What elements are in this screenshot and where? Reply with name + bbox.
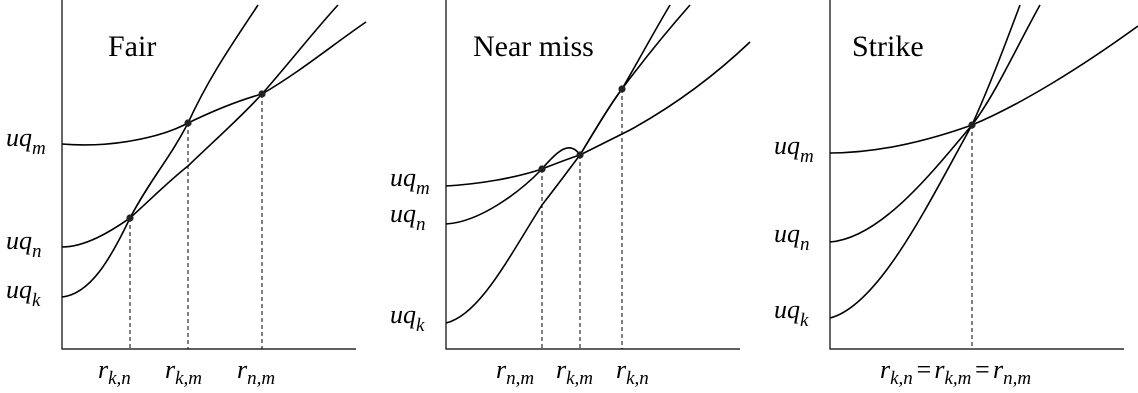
x-label-nm: rn,m <box>237 355 275 389</box>
x-label-kn: rk,n <box>98 355 131 389</box>
intersection-kn <box>126 214 134 222</box>
y-label-m: uqm <box>390 163 430 199</box>
y-label-m: uqm <box>774 131 814 167</box>
axes <box>829 0 1124 350</box>
curve-m <box>445 41 751 187</box>
x-label-kn: rk,n <box>616 355 649 389</box>
intersection-km <box>576 151 584 159</box>
panel-fair: Fair uqm uqn uqk rk,n rk,m rn,m <box>6 0 367 389</box>
intersection-kn <box>618 85 626 93</box>
intersection-nm <box>538 165 546 173</box>
y-label-k: uqk <box>6 275 41 311</box>
curve-m <box>61 21 367 146</box>
y-label-n: uqn <box>6 226 42 262</box>
curve-k <box>61 4 259 298</box>
x-label-km: rk,m <box>165 355 202 389</box>
y-label-n: uqn <box>390 199 426 235</box>
panel-strike: Strike uqm uqn uqk rk,n=rk,m=rn,m <box>774 0 1138 389</box>
y-label-n: uqn <box>774 219 810 255</box>
axes <box>445 0 740 350</box>
x-label-nm: rn,m <box>496 355 534 389</box>
axes <box>61 0 356 350</box>
y-label-k: uqk <box>774 295 809 331</box>
intersection-nm <box>258 90 266 98</box>
intersection-all <box>968 121 976 129</box>
panel-title: Fair <box>108 30 156 63</box>
panel-near-miss: Near miss uqm uqn uqk rn,m rk,m rk,n <box>390 0 751 389</box>
panel-title: Strike <box>852 30 924 63</box>
intersection-km <box>184 119 192 127</box>
y-label-m: uqm <box>6 123 46 159</box>
panel-title: Near miss <box>473 30 594 63</box>
x-label-combined: rk,n=rk,m=rn,m <box>880 355 1031 389</box>
y-label-k: uqk <box>390 300 425 336</box>
curve-k <box>829 4 1021 319</box>
x-label-km: rk,m <box>556 355 593 389</box>
curve-n <box>61 4 339 248</box>
